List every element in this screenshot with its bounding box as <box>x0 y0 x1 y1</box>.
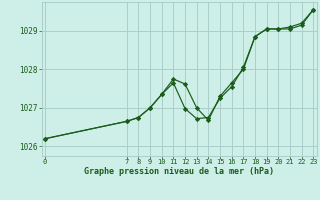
X-axis label: Graphe pression niveau de la mer (hPa): Graphe pression niveau de la mer (hPa) <box>84 167 274 176</box>
